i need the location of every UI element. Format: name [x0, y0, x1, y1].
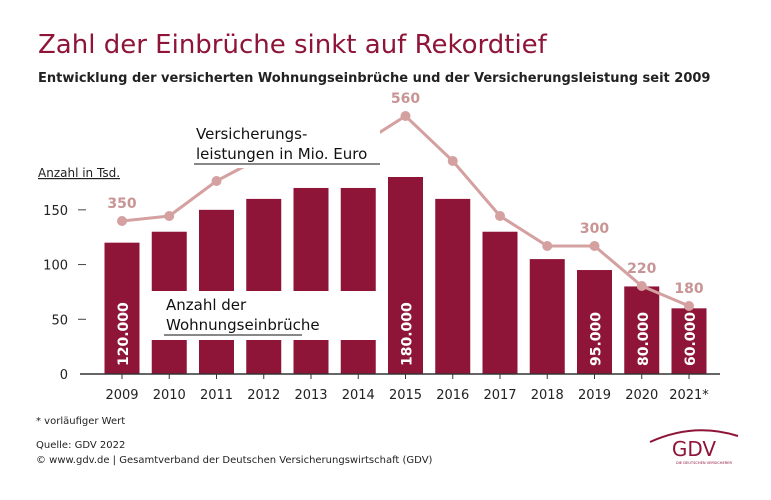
chart-area: 120.000 180.000 95.000 80.000 60.000 350 560 3… [38, 91, 720, 403]
copyright-note: © www.gdv.de | Gesamtverband der Deutsch… [36, 455, 433, 466]
line-point [447, 156, 458, 166]
legend-bar-series: Anzahl der [166, 296, 247, 314]
bar [246, 198, 282, 374]
logo-tagline: DIE DEUTSCHEN VERSICHERER [676, 461, 733, 465]
y-tick-label: 100 [43, 259, 68, 274]
x-tick-label: 2013 [294, 388, 327, 403]
y-tick-label: 50 [51, 313, 68, 328]
bar [577, 270, 612, 374]
bar [482, 231, 518, 374]
legend-mask-bottom [148, 291, 384, 340]
logo-text: GDV [672, 437, 717, 461]
x-tick-label: 2016 [436, 388, 469, 403]
legend-line-series: Versicherungs- [196, 125, 307, 143]
legend-bar-series: Wohnungseinbrüche [166, 316, 320, 334]
x-tick-label: 2010 [153, 388, 186, 403]
bar-value-label: 95.000 [589, 312, 605, 366]
x-tick-label: 2020 [625, 388, 658, 403]
bar-value-label: 180.000 [400, 302, 416, 366]
bar [671, 308, 707, 374]
line-point [164, 211, 175, 221]
line-point [400, 111, 411, 121]
y-tick-label: 0 [60, 368, 68, 383]
bar-value-label: 80.000 [636, 312, 652, 366]
bar [293, 187, 329, 374]
x-tick-label: 2018 [531, 388, 564, 403]
y-tick-label: 150 [43, 204, 68, 219]
legend-line-series: leistungen in Mio. Euro [196, 145, 367, 163]
bar [435, 198, 471, 374]
bar-value-label: 120.000 [116, 302, 132, 366]
source-note: Quelle: GDV 2022 [36, 440, 126, 451]
line-value-label: 560 [391, 91, 420, 107]
y-axis-label: Anzahl in Tsd. [38, 166, 120, 180]
bar-value-label: 60.000 [683, 312, 699, 366]
line-point [542, 241, 553, 251]
x-tick-label: 2011 [200, 388, 233, 403]
bar [529, 259, 565, 374]
line-point [211, 176, 222, 186]
x-tick-label: 2012 [247, 388, 280, 403]
x-tick-label: 2014 [342, 388, 375, 403]
line-point [684, 301, 694, 311]
bar [104, 242, 140, 374]
line-point [636, 281, 647, 291]
x-tick-label: 2021* [669, 388, 709, 403]
line-point [495, 211, 505, 221]
line-value-label: 220 [627, 261, 656, 277]
footnote: * vorläufiger Wert [36, 416, 126, 427]
chart-subtitle: Entwicklung der versicherten Wohnungsein… [38, 71, 711, 86]
line-value-label: 350 [107, 196, 136, 212]
x-tick-label: 2015 [389, 388, 422, 403]
x-tick-label: 2019 [578, 388, 611, 403]
x-tick-label: 2017 [483, 388, 516, 403]
x-tick-label: 2009 [105, 388, 138, 403]
line-point [589, 241, 600, 251]
bar [388, 177, 423, 374]
line-value-label: 300 [580, 221, 609, 237]
gdv-logo: GDV DIE DEUTSCHEN VERSICHERER [649, 429, 739, 465]
line-value-label: 180 [674, 281, 703, 297]
logo-arc [649, 429, 739, 443]
line-point [117, 216, 127, 226]
bar [340, 187, 376, 374]
legend-mask-top [192, 118, 380, 168]
bar [624, 286, 660, 374]
chart-title: Zahl der Einbrüche sinkt auf Rekordtief [38, 30, 547, 60]
